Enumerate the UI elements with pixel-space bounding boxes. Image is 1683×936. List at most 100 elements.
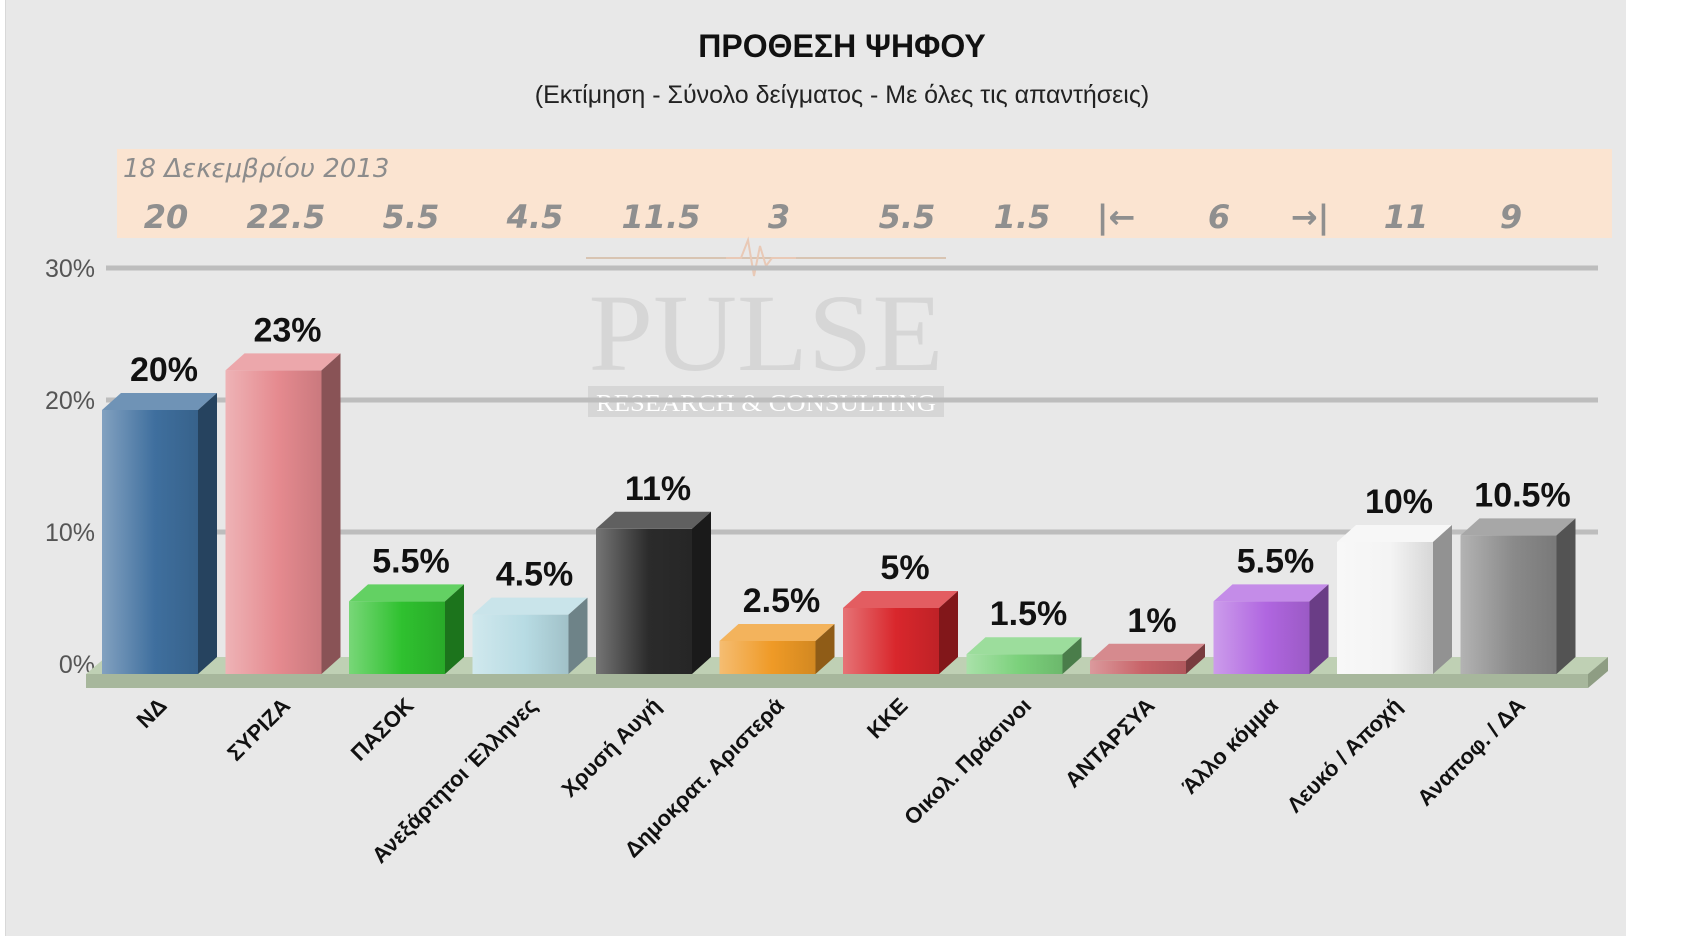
bar (966, 637, 1082, 674)
bar-front (225, 370, 322, 674)
bar-side (1433, 525, 1452, 674)
y-tick-label: 30% (45, 255, 95, 283)
category-label: Οικολ. Πράσινοι (899, 693, 1036, 830)
watermark-brand: PULSE (589, 272, 944, 394)
previous-value: 1.5 (994, 198, 1051, 236)
bar-front (472, 614, 569, 674)
category-label: ΑΝΤΑΡΣΥΑ (1060, 693, 1160, 793)
bar (472, 597, 588, 674)
previous-value: →| (1291, 198, 1330, 237)
data-label: 23% (253, 311, 321, 349)
bar-side (1556, 518, 1576, 674)
bar-front (1460, 535, 1557, 674)
chart-title: ΠΡΟΘΕΣΗ ΨΗΦΟΥ (698, 28, 985, 64)
bar-side (692, 511, 711, 674)
watermark-tagline: RESEARCH & CONSULTING (596, 391, 936, 417)
bar (225, 353, 341, 674)
previous-value: 5.5 (879, 198, 936, 236)
bar-side (815, 624, 835, 674)
category-label: ΠΑΣΟΚ (346, 693, 419, 766)
bar-side (198, 393, 217, 674)
bar (1337, 525, 1452, 674)
previous-value: 11.5 (622, 198, 701, 236)
bar-front (1213, 601, 1310, 674)
data-label: 2.5% (743, 582, 821, 620)
bar (1460, 518, 1576, 674)
bar-side (1062, 637, 1082, 674)
bar-top (102, 393, 217, 410)
bar-side (445, 584, 464, 674)
y-tick-label: 10% (45, 519, 95, 547)
bar (1090, 643, 1205, 674)
previous-results-band (117, 149, 1612, 238)
bar-top (1460, 518, 1576, 536)
bar-front (843, 608, 939, 674)
bar-front (1337, 542, 1433, 674)
category-label: ΝΔ (131, 693, 171, 733)
bar (102, 393, 217, 674)
previous-value: 3 (768, 198, 790, 236)
y-axis-ticks: 0%10%20%30% (45, 255, 95, 679)
previous-values: 20 22.5 5.5 4.5 11.5 3 5.5 1.5 |← 6 →| 11 9 (144, 198, 1522, 237)
bar-top (966, 637, 1082, 655)
category-label: Αναποφ. / ΔΑ (1412, 693, 1530, 811)
bar-side (1309, 584, 1329, 674)
bar-side (321, 353, 341, 674)
data-label: 4.5% (496, 556, 574, 594)
previous-value: 9 (1500, 198, 1522, 236)
bar (719, 624, 835, 674)
previous-value: |← (1097, 198, 1136, 237)
bar-front (719, 641, 816, 674)
bar-front (349, 601, 445, 674)
floor-side (1588, 657, 1608, 688)
previous-value: 4.5 (506, 198, 564, 236)
bar (596, 511, 711, 674)
bar (843, 591, 958, 674)
bar-side (939, 591, 958, 674)
data-labels: 20% 23% 5.5% 4.5% 11% 2.5% 5% 1.5% 1% 5.5% 10% 10.5… (130, 311, 1571, 639)
bar-front (966, 654, 1063, 674)
category-label: ΣΥΡΙΖΑ (222, 693, 295, 766)
previous-value: 6 (1208, 198, 1230, 236)
category-label: Άλλο κόμμα (1177, 693, 1283, 799)
bar-top (1213, 584, 1329, 602)
y-tick-label: 20% (45, 387, 95, 415)
bars (102, 353, 1576, 674)
data-label: 11% (625, 470, 691, 508)
chart-subtitle: (Εκτίμηση - Σύνολο δείγματος - Με όλες τ… (535, 81, 1149, 109)
bar-front (596, 528, 692, 674)
pulse-watermark: PULSE RESEARCH & CONSULTING (586, 236, 946, 417)
bar-top (843, 591, 958, 608)
previous-date: 18 Δεκεμβρίου 2013 (123, 154, 389, 184)
category-label: Λευκό / Αποχή (1282, 693, 1407, 818)
bar-front (102, 410, 198, 674)
data-label: 5% (880, 549, 929, 587)
category-label: Χρυσή Αυγή (556, 693, 665, 802)
previous-value: 5.5 (383, 198, 440, 236)
bar (349, 584, 464, 674)
chart-panel: ΠΡΟΘΕΣΗ ΨΗΦΟΥ (Εκτίμηση - Σύνολο δείγματ… (5, 0, 1626, 936)
bar-chart: ΠΡΟΘΕΣΗ ΨΗΦΟΥ (Εκτίμηση - Σύνολο δείγματ… (45, 28, 1612, 868)
bar-top (349, 584, 464, 602)
category-label: ΚΚΕ (862, 693, 913, 744)
bar-side (568, 597, 588, 674)
bar-top (225, 353, 341, 371)
previous-value: 11 (1384, 198, 1429, 236)
data-label: 1.5% (990, 595, 1068, 633)
data-label: 20% (130, 351, 198, 389)
bar-top (1090, 643, 1205, 661)
data-label: 5.5% (372, 542, 450, 580)
data-label: 10.5% (1474, 476, 1570, 514)
bar-side (1186, 643, 1205, 674)
bar-top (596, 511, 711, 529)
bar-top (472, 597, 588, 615)
bar-top (1337, 525, 1452, 542)
data-label: 5.5% (1237, 542, 1315, 580)
bar-top (719, 624, 835, 641)
data-label: 10% (1365, 483, 1433, 521)
data-label: 1% (1127, 602, 1176, 640)
previous-value: 20 (144, 198, 189, 236)
previous-value: 22.5 (247, 198, 326, 236)
bar (1213, 584, 1329, 674)
